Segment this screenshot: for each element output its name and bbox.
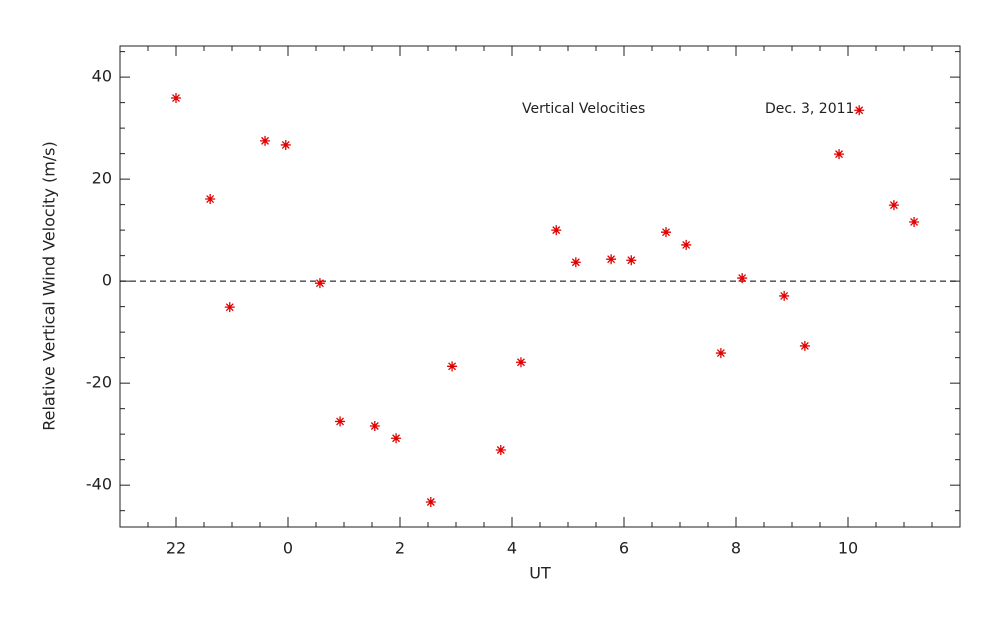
y-tick-label: 0 bbox=[102, 271, 112, 290]
point bbox=[909, 216, 920, 227]
point bbox=[888, 200, 899, 211]
y-tick-label: -20 bbox=[86, 373, 112, 392]
point bbox=[280, 139, 291, 150]
point bbox=[570, 257, 581, 268]
point bbox=[447, 361, 458, 372]
point bbox=[224, 302, 235, 313]
point bbox=[391, 433, 402, 444]
point bbox=[515, 357, 526, 368]
point bbox=[834, 149, 845, 160]
annotation: Dec. 3, 2011 bbox=[765, 101, 854, 117]
point bbox=[495, 444, 506, 455]
point bbox=[606, 254, 617, 265]
y-tick-label: -40 bbox=[86, 475, 112, 494]
x-tick-label: 2 bbox=[395, 539, 405, 558]
annotation: Vertical Velocities bbox=[522, 101, 645, 117]
point bbox=[779, 290, 790, 301]
point bbox=[425, 497, 436, 508]
point bbox=[335, 416, 346, 427]
y-axis-label: Relative Vertical Wind Velocity (m/s) bbox=[40, 141, 59, 431]
point bbox=[661, 227, 671, 238]
point bbox=[171, 93, 181, 104]
point bbox=[626, 255, 637, 266]
point bbox=[854, 105, 865, 116]
x-tick-label: 6 bbox=[619, 539, 629, 558]
point bbox=[737, 273, 748, 284]
point bbox=[314, 278, 325, 289]
x-tick-label: 8 bbox=[731, 539, 741, 558]
point bbox=[369, 421, 380, 432]
point bbox=[205, 194, 216, 205]
x-tick-label: 0 bbox=[283, 539, 293, 558]
point bbox=[715, 348, 726, 359]
point bbox=[260, 135, 271, 146]
y-tick-label: 20 bbox=[92, 169, 112, 188]
point bbox=[551, 225, 562, 236]
x-tick-label: 4 bbox=[507, 539, 517, 558]
point bbox=[799, 340, 810, 351]
y-tick-label: 40 bbox=[92, 67, 112, 86]
x-tick-label: 22 bbox=[166, 539, 186, 558]
x-axis-label: UT bbox=[529, 564, 551, 583]
point bbox=[681, 239, 692, 250]
x-tick-label: 10 bbox=[838, 539, 858, 558]
